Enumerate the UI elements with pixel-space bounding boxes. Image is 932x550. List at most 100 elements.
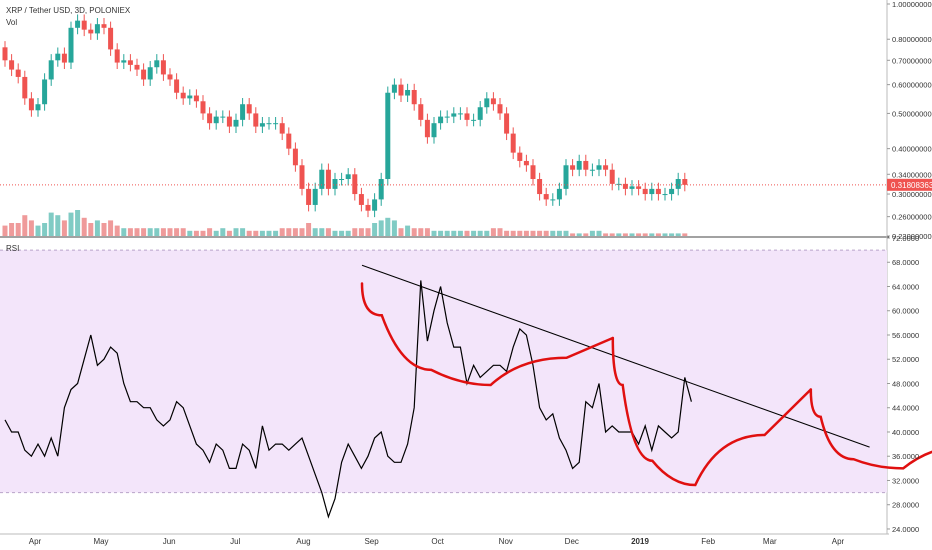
candle-body: [319, 169, 325, 189]
volume-bar: [266, 230, 272, 236]
candle-body: [398, 84, 404, 96]
candle-body: [550, 199, 556, 201]
volume-bar: [550, 230, 556, 236]
volume-bar: [259, 230, 265, 236]
volume-bar: [583, 233, 589, 236]
candle-body: [563, 165, 569, 189]
candle-body: [174, 79, 180, 93]
volume-bar: [510, 230, 516, 236]
volume-bar: [55, 215, 61, 236]
price-tick-label: 0.40000000: [892, 145, 932, 154]
rsi-label: RSI: [6, 244, 20, 253]
rsi-band: [0, 249, 887, 494]
candle-body: [22, 76, 28, 99]
candle-body: [68, 27, 74, 63]
symbol-title: XRP / Tether USD, 3D, POLONIEX: [6, 6, 131, 15]
rsi-axis[interactable]: 72.0000 68.0000 64.0000 60.0000 56.0000 52.00…: [887, 234, 919, 534]
volume-bar: [22, 215, 28, 236]
volume-bar: [616, 233, 622, 236]
rsi-tick-label: 24.0000: [892, 525, 919, 534]
volume-bar: [180, 228, 186, 236]
candle-body: [556, 188, 562, 200]
volume-bar: [207, 228, 213, 236]
volume-bar: [497, 228, 503, 236]
candle-body: [75, 20, 81, 28]
volume-bar: [438, 230, 444, 236]
candle-body: [213, 116, 219, 124]
pattern-annotations: [360, 264, 932, 487]
candle-body: [589, 169, 595, 171]
candle-body: [273, 123, 279, 125]
candle-body: [352, 174, 358, 195]
candle-body: [504, 113, 510, 134]
volume-bar: [114, 225, 120, 236]
volume-bar: [352, 228, 358, 236]
rsi-tick-label: 40.0000: [892, 428, 919, 437]
rsi-band-fill: [0, 250, 887, 493]
volume-bar: [42, 223, 48, 236]
volume-bar: [2, 225, 8, 236]
volume-bar: [220, 228, 226, 236]
candle-body: [81, 20, 87, 30]
candle-body: [9, 60, 15, 70]
last-price-badge: [887, 178, 932, 191]
volume-bar: [484, 230, 490, 236]
resistance-trendline: [361, 264, 870, 448]
candle-body: [490, 98, 496, 105]
candle-body: [451, 113, 457, 117]
candle-body: [517, 152, 523, 161]
candle-body: [207, 113, 213, 124]
volume-bar: [543, 230, 549, 236]
volume-bar: [154, 228, 160, 236]
candle-body: [358, 194, 364, 205]
volume-bar: [523, 230, 529, 236]
volume-bar: [385, 217, 391, 236]
candle-body: [286, 133, 292, 149]
candle-body: [385, 92, 391, 180]
volume-bar: [372, 223, 378, 236]
volume-bar: [147, 228, 153, 236]
rsi-tick-label: 28.0000: [892, 501, 919, 510]
volume-bar: [477, 230, 483, 236]
candle-body: [253, 113, 259, 127]
time-axis[interactable]: Apr May Jun Jul Aug Sep Oct Nov Dec 2019 Feb Mar Apr: [29, 537, 845, 546]
volume-bar: [365, 228, 371, 236]
volume-bar: [273, 230, 279, 236]
price-axis[interactable]: 0.31808363 1.00000000 0.80000000 0.70000000…: [887, 0, 932, 241]
candle-body: [530, 165, 536, 180]
volume-bar: [246, 230, 252, 236]
candle-body: [431, 123, 437, 138]
volume-bar: [312, 228, 318, 236]
volume-bar: [464, 230, 470, 236]
price-tick-label: 0.50000000: [892, 109, 932, 118]
rsi-tick-label: 72.0000: [892, 234, 919, 243]
candle-body: [312, 188, 318, 205]
rsi-tick-label: 52.0000: [892, 355, 919, 364]
candle-body: [576, 160, 582, 170]
time-tick-label: Dec: [565, 537, 579, 546]
volume-bar: [358, 228, 364, 236]
rsi-line: [4, 280, 692, 519]
volume-bar: [253, 230, 259, 236]
price-candles: [2, 14, 688, 218]
volume-bar: [94, 220, 100, 236]
volume-bar: [226, 230, 232, 236]
volume-bar: [589, 230, 595, 236]
volume-bar: [141, 228, 147, 236]
candle-body: [266, 123, 272, 125]
volume-bar: [563, 230, 569, 236]
rsi-tick-label: 60.0000: [892, 307, 919, 316]
volume-bar: [662, 233, 668, 236]
candle-body: [339, 179, 345, 181]
volume-bar: [61, 220, 67, 236]
volume-bar: [75, 210, 81, 236]
volume-bar: [405, 225, 411, 236]
candle-body: [88, 29, 94, 34]
rsi-tick-label: 48.0000: [892, 379, 919, 388]
price-tick-label: 1.00000000: [892, 0, 932, 9]
volume-bars: [2, 210, 688, 236]
candle-body: [603, 165, 609, 170]
volume-bar: [424, 228, 430, 236]
volume-bar: [279, 228, 285, 236]
